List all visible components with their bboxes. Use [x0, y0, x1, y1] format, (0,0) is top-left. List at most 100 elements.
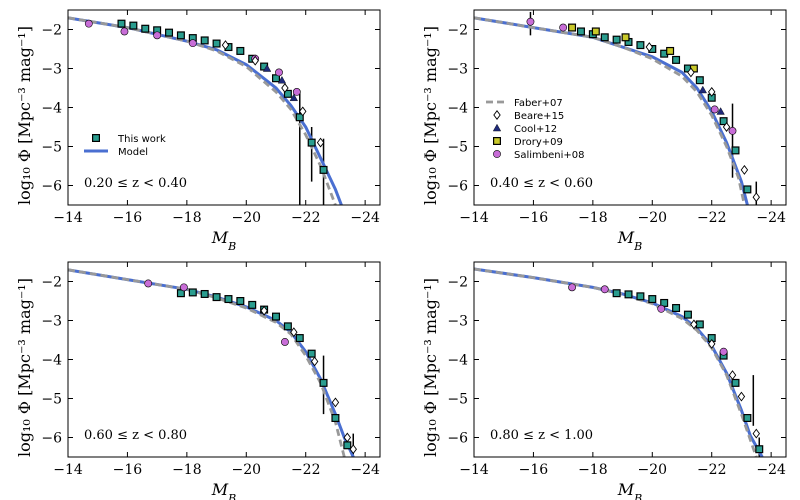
salimbeni-08-point: [719, 347, 728, 356]
this-work-point: [295, 113, 304, 122]
legend-label: Salimbeni+08: [514, 150, 585, 161]
beare-15-point: [708, 338, 716, 349]
panel-2: −14 −16 −18 −20 −22 −24 −2 −3 −4 −5 −6 MB log₁₀ Φ [M…: [421, 9, 787, 253]
x-tick-label: −20: [638, 210, 668, 226]
x-axis-label: MB: [211, 228, 236, 253]
this-work-point: [224, 295, 233, 304]
salimbeni-08-point: [188, 39, 197, 48]
this-work-point: [648, 295, 657, 304]
this-work-point: [176, 31, 185, 40]
salimbeni-08-point: [120, 27, 129, 36]
y-tick-label: −5: [447, 140, 468, 156]
this-work-point: [636, 41, 645, 50]
beare-15-point: [316, 137, 325, 148]
y-tick-label: −4: [41, 101, 62, 117]
y-tick-label: −2: [447, 23, 468, 39]
this-work-point: [236, 297, 245, 306]
x-tick-label: −24: [756, 210, 786, 226]
x-tick-label: −22: [697, 462, 727, 478]
this-work-point: [295, 334, 304, 343]
x-tick-label: −20: [232, 210, 262, 226]
panel-3: −14 −16 −18 −20 −22 −24 −2 −3 −4 −5 −6 MB log₁₀ Φ [M…: [15, 261, 381, 500]
x-tick-label: −16: [113, 462, 143, 478]
faber07-line: [68, 268, 346, 457]
x-tick-label: −24: [756, 462, 786, 478]
legend-label: Drory+09: [514, 137, 563, 148]
this-work-point: [212, 39, 221, 48]
x-tick-label: −20: [638, 462, 668, 478]
legend-label: Beare+15: [514, 111, 564, 122]
salimbeni-08-point: [281, 338, 289, 346]
salimbeni-08-point: [153, 31, 162, 40]
x-tick-label: −16: [113, 210, 143, 226]
beare-15-point: [343, 432, 352, 443]
x-tick-label: −24: [350, 462, 380, 478]
x-tick-label: −16: [519, 462, 549, 478]
y-axis-label: log₁₀ Φ [Mpc⁻³ mag⁻¹]: [421, 26, 440, 205]
salimbeni-08-point: [710, 105, 719, 114]
y-tick-label: −2: [447, 275, 468, 291]
this-work-point: [200, 36, 209, 45]
legend-swatch-this-work: [91, 134, 100, 143]
cool-12-point: [289, 93, 298, 101]
y-tick-label: −4: [447, 353, 468, 369]
this-work-point: [683, 310, 692, 319]
redshift-range-annotation: 0.60 ≤ z < 0.80: [84, 428, 187, 443]
x-tick-label: −14: [459, 462, 489, 478]
legend-swatch: [493, 137, 502, 146]
this-work-point: [731, 378, 740, 387]
beare-15-point: [281, 83, 289, 93]
this-work-point: [129, 21, 138, 30]
beare-15-point: [349, 444, 357, 455]
cool-12-point: [262, 64, 272, 72]
beare-15-point: [690, 319, 698, 330]
cool-12-point: [698, 85, 707, 94]
x-tick-label: −18: [578, 462, 608, 478]
y-tick-label: −2: [41, 275, 62, 291]
y-axis-label: log₁₀ Φ [Mpc⁻³ mag⁻¹]: [15, 278, 34, 457]
this-work-point: [117, 19, 126, 28]
this-work-point: [307, 349, 316, 358]
y-tick-label: −6: [41, 431, 62, 447]
x-tick-label: −22: [697, 210, 727, 226]
x-axis-label: MB: [211, 480, 236, 500]
this-work-point: [695, 76, 704, 85]
this-work-point: [731, 146, 740, 155]
y-tick-label: −5: [41, 140, 62, 156]
this-work-point: [624, 290, 633, 299]
this-work-point: [576, 27, 585, 36]
this-work-point: [236, 46, 245, 55]
beare-15-point: [752, 192, 760, 203]
this-work-point: [141, 24, 150, 33]
beare-15-point: [251, 55, 259, 66]
x-tick-label: −18: [172, 462, 202, 478]
this-work-point: [283, 89, 292, 98]
this-work-point: [319, 378, 328, 387]
drory-09-point: [591, 27, 600, 36]
x-axis-label-subscript: B: [633, 492, 642, 500]
y-axis-label: log₁₀ Φ [Mpc⁻³ mag⁻¹]: [421, 278, 440, 457]
redshift-range-annotation: 0.20 ≤ z < 0.40: [84, 176, 187, 191]
y-tick-label: −6: [447, 431, 468, 447]
drory-09-point: [621, 33, 630, 42]
this-work-point: [212, 293, 221, 302]
this-work-point: [612, 289, 621, 298]
legend-label: Faber+07: [514, 98, 563, 109]
redshift-range-annotation: 0.80 ≤ z < 1.00: [490, 428, 593, 443]
panel-4: −14 −16 −18 −20 −22 −24 −2 −3 −4 −5 −6 MB log₁₀ Φ [M…: [421, 261, 787, 500]
x-axis-label-subscript: B: [227, 492, 236, 500]
faber07-line: [474, 16, 746, 205]
beare-15-point: [310, 356, 319, 367]
salimbeni-08-point: [526, 17, 535, 26]
drory-09-point: [568, 23, 577, 32]
this-work-point: [612, 35, 621, 44]
this-work-point: [672, 55, 681, 64]
legend-label: Model: [118, 147, 148, 158]
legend-swatch: [493, 110, 501, 120]
this-work-point: [600, 33, 609, 42]
x-tick-label: −22: [291, 210, 321, 226]
this-work-point: [672, 304, 681, 313]
salimbeni-08-point: [275, 68, 283, 77]
x-tick-label: −22: [291, 462, 321, 478]
x-tick-label: −14: [459, 210, 489, 226]
